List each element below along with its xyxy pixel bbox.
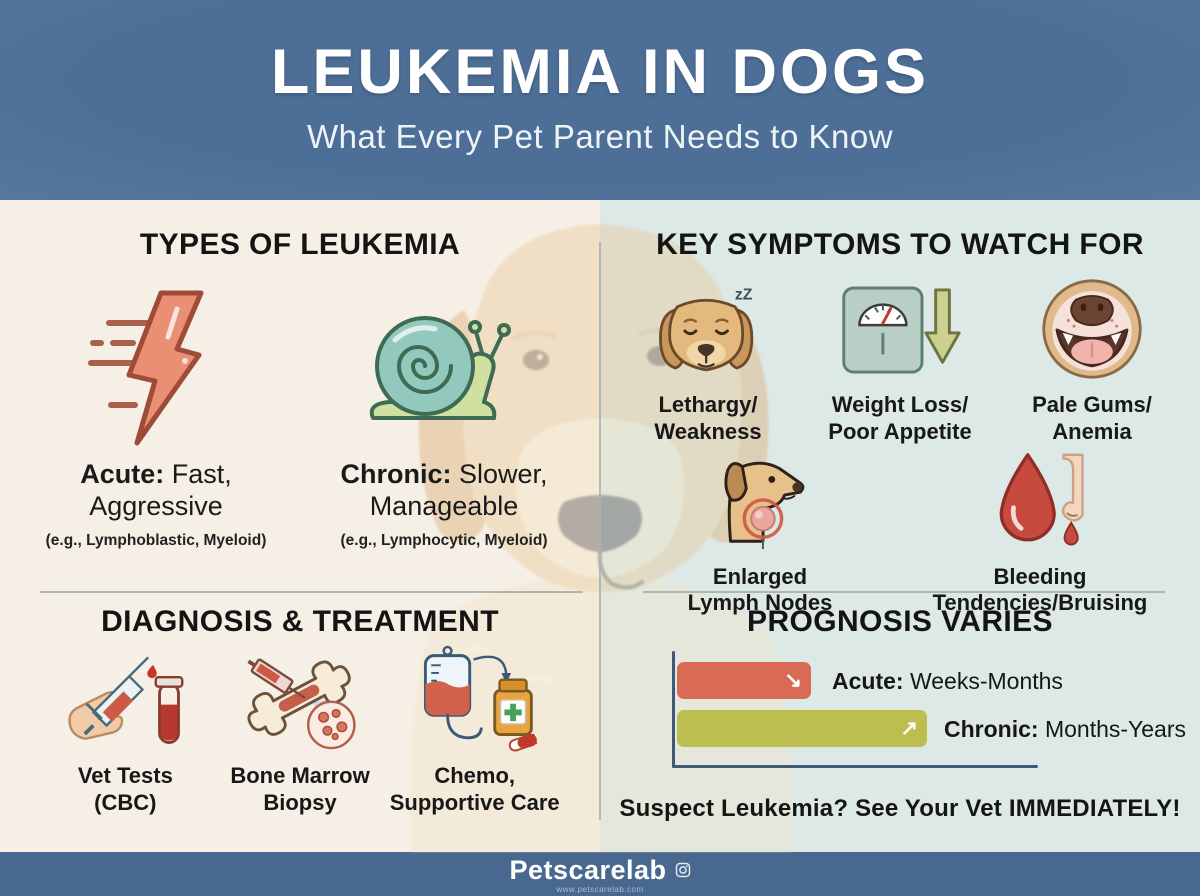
diagnosis-label: Bone Marrow Biopsy bbox=[230, 763, 370, 815]
blood-drop-icon bbox=[988, 451, 1092, 558]
brand-url: www.petscarelab.com bbox=[556, 884, 644, 894]
up-right-arrow-icon: ↗ bbox=[900, 717, 918, 740]
enlarged-lymph-node-icon bbox=[701, 449, 819, 558]
diagnosis-label: Chemo, Supportive Care bbox=[389, 763, 560, 815]
type-label-chronic-line2: Manageable bbox=[369, 491, 519, 522]
snail-icon bbox=[359, 304, 529, 437]
prognosis-heading: PROGNOSIS VARIES bbox=[747, 605, 1053, 638]
main-content: TYPES OF LEUKEMIA bbox=[0, 200, 1200, 852]
symptom-lymph-nodes: Enlarged Lymph Nodes bbox=[648, 452, 872, 618]
symptom-label: Weight Loss/Poor Appetite bbox=[828, 392, 972, 444]
left-panel-background bbox=[0, 200, 600, 852]
type-label-chronic: Chronic: Slower, bbox=[340, 459, 548, 489]
bone-marrow-icon bbox=[235, 644, 365, 757]
iv-chemo-icon bbox=[410, 644, 540, 757]
diagnosis-label: Vet Tests (CBC) bbox=[77, 763, 173, 815]
type-example-chronic: (e.g., Lymphocytic, Myeloid) bbox=[340, 531, 548, 549]
chronic-bar: ↗ bbox=[677, 710, 927, 747]
brand-name: Petscarelab bbox=[509, 854, 667, 885]
diagnosis-vet-tests: Vet Tests (CBC) bbox=[38, 649, 213, 817]
diagnosis-bone-marrow: Bone Marrow Biopsy bbox=[213, 649, 388, 817]
section-key-symptoms: KEY SYMPTOMS TO WATCH FOR zZ bbox=[600, 228, 1200, 617]
symptom-label: Lethargy/Weakness bbox=[654, 392, 762, 444]
section-prognosis: PROGNOSIS VARIES ↘ Acute: Weeks-Months ↗… bbox=[600, 605, 1200, 823]
symptom-label: Enlarged Lymph Nodes bbox=[687, 563, 833, 616]
down-right-arrow-icon: ↘ bbox=[784, 669, 802, 692]
lightning-bolt-icon bbox=[81, 283, 231, 458]
symptom-weight-loss: Weight Loss/Poor Appetite bbox=[806, 280, 994, 446]
symptom-label: Bleeding Tendencies/Bruising bbox=[932, 563, 1148, 616]
section-types-of-leukemia: TYPES OF LEUKEMIA bbox=[0, 228, 600, 550]
chronic-bar-label: Chronic: Months-Years bbox=[944, 716, 1187, 742]
type-example-acute: (e.g., Lymphoblastic, Myeloid) bbox=[45, 531, 267, 549]
symptoms-heading: KEY SYMPTOMS TO WATCH FOR bbox=[656, 228, 1144, 261]
footer-banner: Petscarelab www.petscarelab.com bbox=[0, 852, 1200, 896]
type-item-chronic: Chronic: Slower, Manageable (e.g., Lymph… bbox=[313, 282, 575, 550]
vet-warning-text: Suspect Leukemia? See Your Vet IMMEDIATE… bbox=[619, 795, 1181, 822]
symptom-bleeding: Bleeding Tendencies/Bruising bbox=[928, 452, 1152, 618]
acute-bar: ↘ bbox=[677, 662, 811, 699]
syringe-test-tube-icon bbox=[61, 646, 189, 757]
page-subtitle: What Every Pet Parent Needs to Know bbox=[306, 118, 894, 155]
pale-gums-icon bbox=[1040, 277, 1144, 386]
types-heading: TYPES OF LEUKEMIA bbox=[139, 228, 461, 261]
horizontal-divider-right bbox=[643, 591, 1165, 593]
header-banner: LEUKEMIA IN DOGS What Every Pet Parent N… bbox=[0, 0, 1200, 200]
sleeping-dog-icon: zZ bbox=[647, 277, 769, 386]
prognosis-bar-chart: ↘ Acute: Weeks-Months ↗ Chronic: Months-… bbox=[600, 649, 1200, 781]
instagram-icon bbox=[675, 862, 691, 878]
type-label-acute-line2: Aggressive bbox=[89, 491, 223, 522]
symptom-lethargy: zZ bbox=[614, 280, 802, 446]
type-label-acute: Acute: Fast, bbox=[80, 459, 232, 489]
svg-text:zZ: zZ bbox=[735, 286, 753, 303]
vertical-divider bbox=[599, 242, 601, 820]
symptom-label: Pale Gums/Anemia bbox=[1032, 392, 1152, 444]
symptom-pale-gums: Pale Gums/Anemia bbox=[998, 277, 1186, 446]
diagnosis-chemo: Chemo, Supportive Care bbox=[387, 645, 562, 817]
diagnosis-heading: DIAGNOSIS & TREATMENT bbox=[101, 605, 499, 638]
chart-x-axis bbox=[672, 765, 1038, 768]
chart-y-axis bbox=[672, 651, 675, 768]
type-item-acute: Acute: Fast, Aggressive (e.g., Lymphobla… bbox=[25, 282, 287, 550]
acute-bar-label: Acute: Weeks-Months bbox=[832, 668, 1063, 694]
section-diagnosis-treatment: DIAGNOSIS & TREATMENT bbox=[0, 605, 600, 817]
horizontal-divider-left bbox=[40, 591, 583, 593]
page-title: LEUKEMIA IN DOGS bbox=[270, 37, 930, 107]
weight-scale-icon bbox=[834, 281, 966, 386]
